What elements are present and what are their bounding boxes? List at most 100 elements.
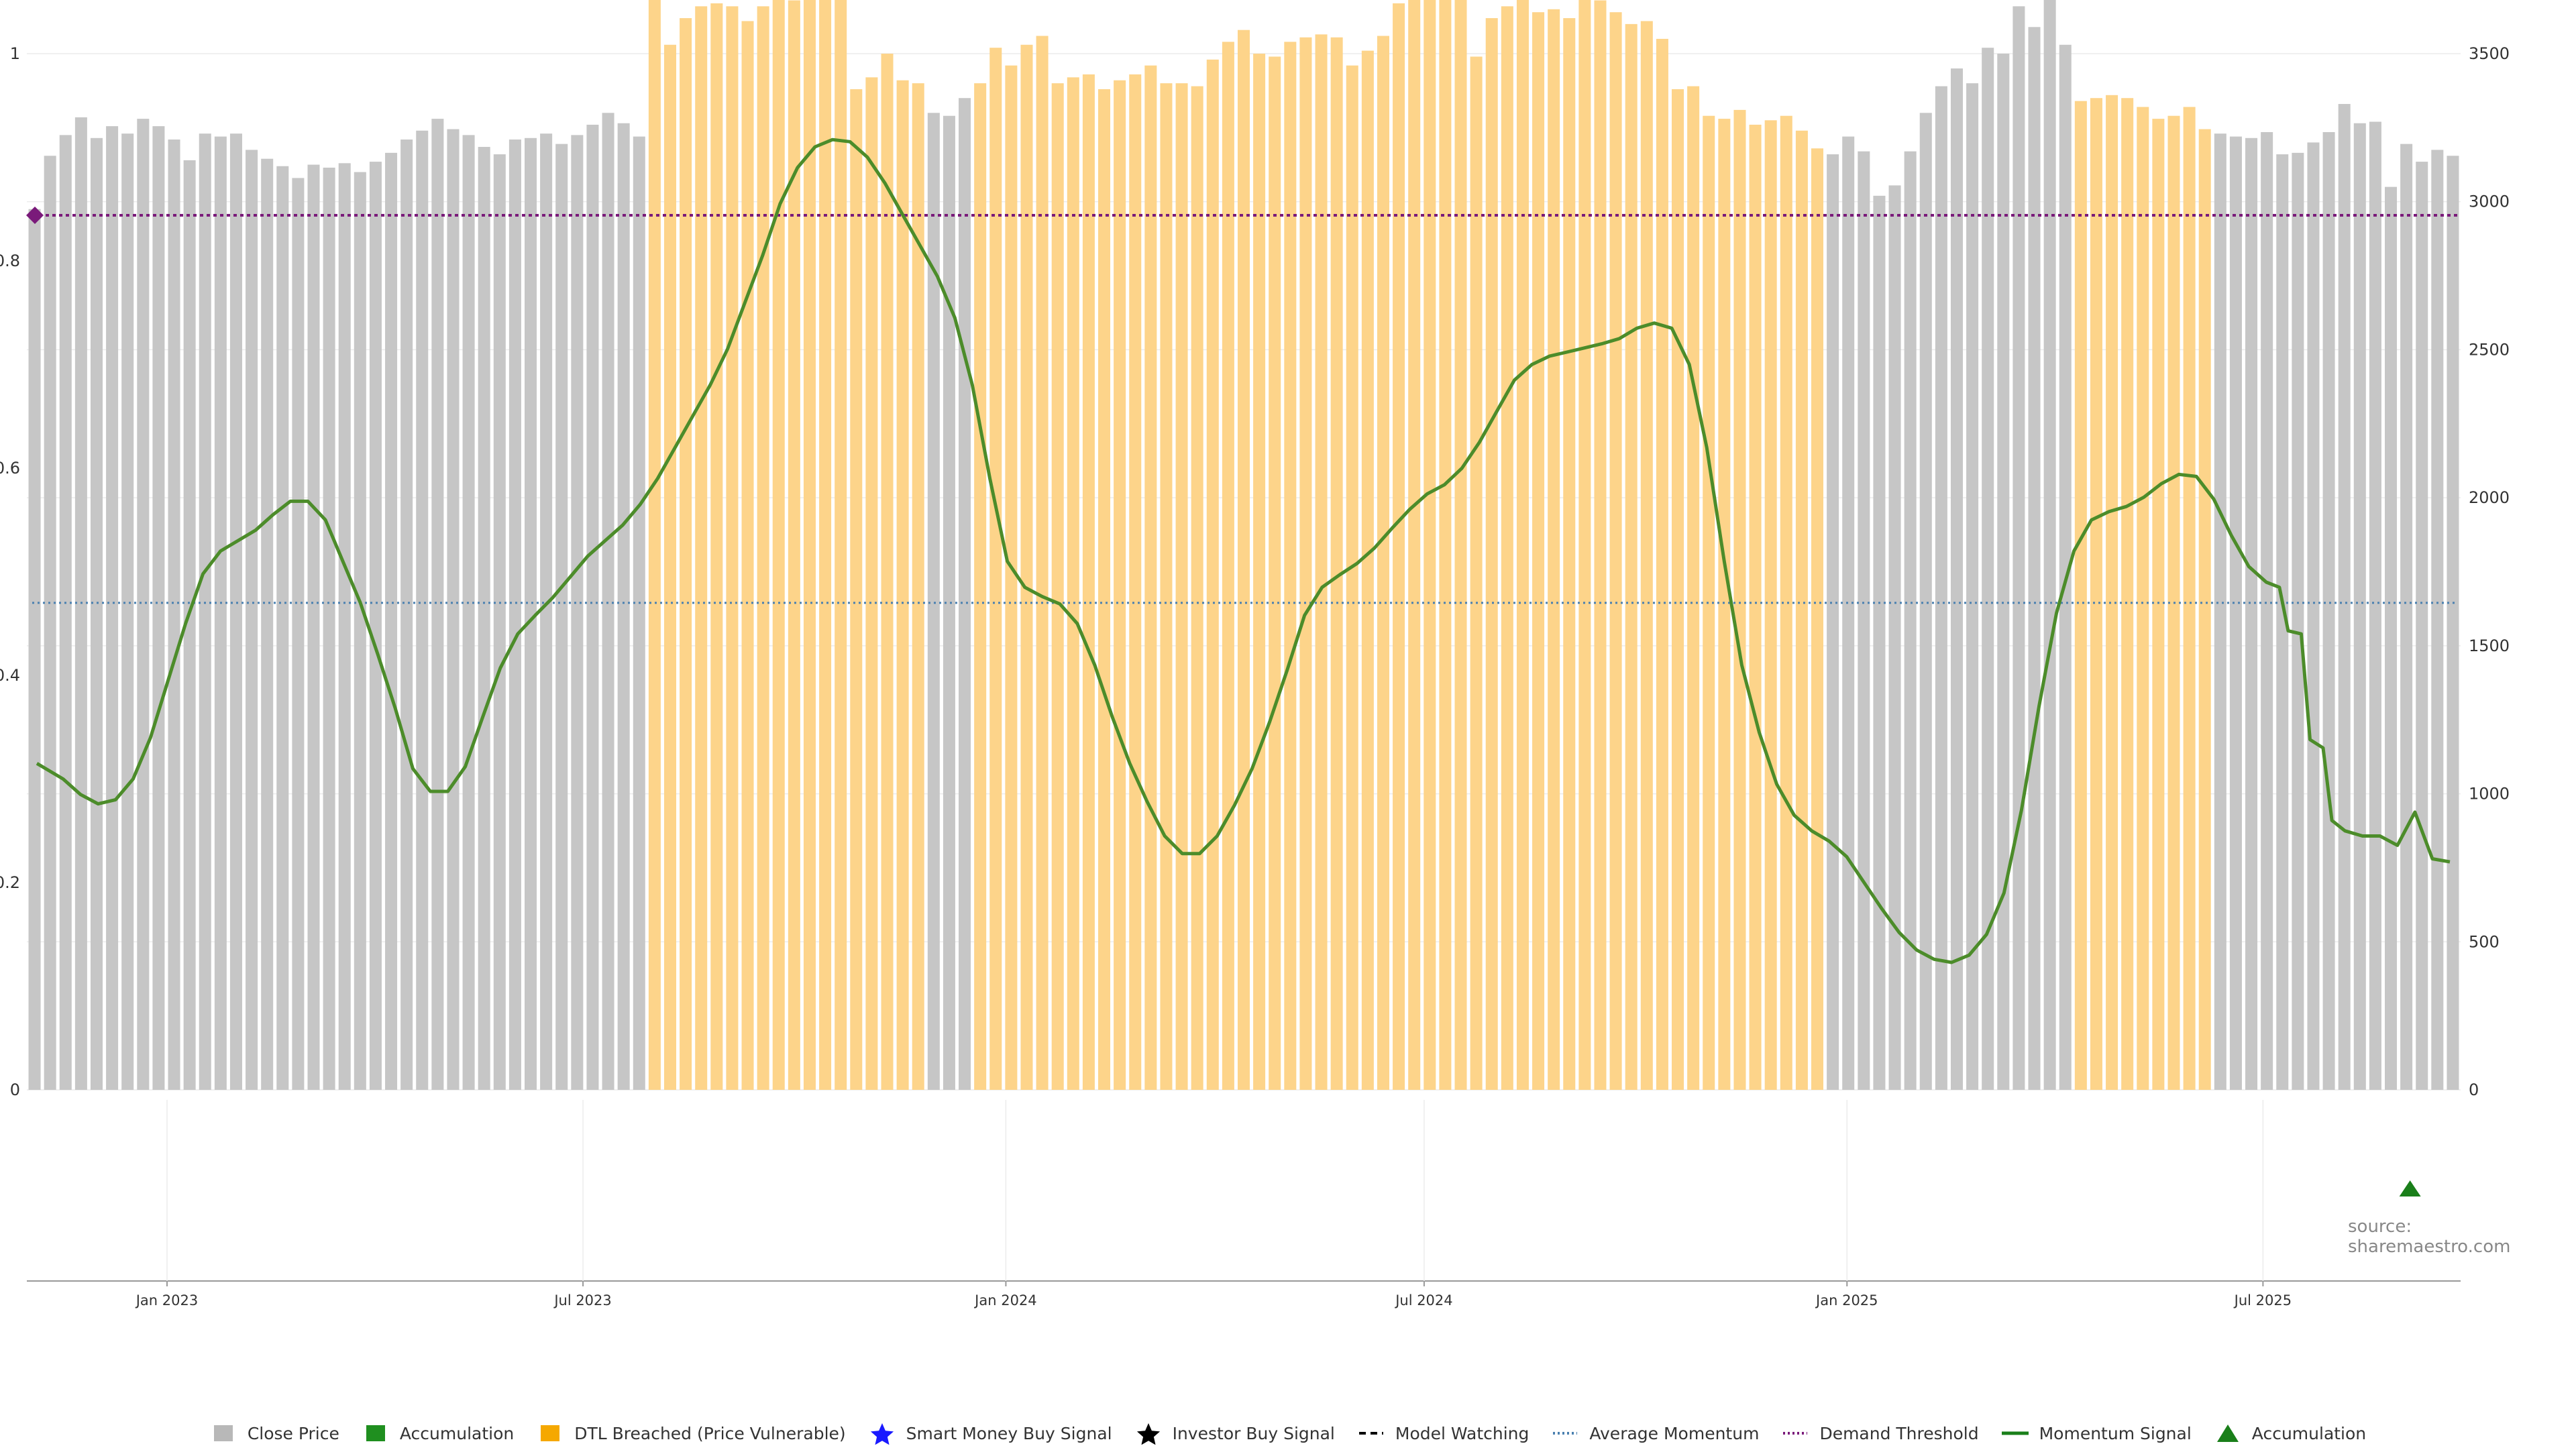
dtl-bar <box>1563 18 1576 1091</box>
close-price-bar <box>2059 44 2072 1091</box>
close-price-bar <box>633 136 645 1091</box>
close-price-bar <box>1904 151 1917 1091</box>
left-axis-tick: 0.6 <box>0 459 20 478</box>
dtl-bar <box>1780 115 1792 1091</box>
dtl-bar <box>757 6 769 1090</box>
close-price-bar <box>2229 136 2242 1091</box>
dtl-bar <box>1191 86 1203 1091</box>
legend-label: Accumulation <box>2251 1423 2367 1443</box>
dtl-bar <box>2183 107 2196 1090</box>
close-price-bar <box>44 156 56 1091</box>
close-price-bar <box>493 154 506 1091</box>
legend-star-icon <box>1136 1423 1160 1445</box>
close-price-bar <box>2416 162 2428 1090</box>
dtl-bar <box>1578 0 1591 1091</box>
close-price-bar <box>1858 151 1870 1091</box>
dtl-bar <box>1315 34 1328 1091</box>
dtl-bar <box>803 0 816 1091</box>
close-price-bar <box>1842 136 1855 1091</box>
close-price-bar <box>2043 0 2056 1091</box>
close-price-bar <box>1935 86 1947 1091</box>
close-price-bar <box>1982 48 1994 1091</box>
momentum-layer <box>36 137 2451 964</box>
right-axis-tick: 2500 <box>2469 340 2510 359</box>
dtl-bar <box>1206 59 1219 1090</box>
dtl-bar <box>881 54 894 1090</box>
legend-dash-icon <box>1358 1432 1383 1435</box>
close-price-bar <box>431 119 444 1091</box>
dtl-bar <box>1237 30 1250 1091</box>
close-price-bar <box>214 136 227 1091</box>
close-price-bar <box>2400 144 2413 1090</box>
legend-item: Demand Threshold <box>1782 1422 1979 1445</box>
close-price-bar <box>447 129 460 1090</box>
date-tick-label: Jan 2023 <box>135 1292 199 1308</box>
legend-item: Average Momentum <box>1552 1422 1759 1445</box>
dtl-bar <box>835 0 847 1091</box>
date-tick-label: Jan 2025 <box>1815 1292 1878 1308</box>
dtl-bar <box>989 48 1002 1091</box>
close-price-bar <box>1950 68 1963 1091</box>
dtl-bar <box>1656 38 1668 1090</box>
dtl-bar <box>896 80 909 1091</box>
dtl-bar <box>819 0 832 1090</box>
axes: 0 0.2 0.4 0.6 0.8 1 0 500 1000 1500 2000 2500 3000 35… <box>0 44 2510 1308</box>
legend-label: Smart Money Buy Signal <box>906 1423 1112 1443</box>
dtl-bar <box>1144 65 1157 1091</box>
close-price-bar <box>478 147 490 1090</box>
dtl-bar <box>974 83 987 1091</box>
close-price-bar <box>2261 131 2273 1091</box>
close-price-bar <box>90 137 103 1091</box>
legend-item: Accumulation <box>2214 1422 2366 1445</box>
close-price-bar <box>959 98 971 1091</box>
legend-item: DTL Breached (Price Vulnerable) <box>537 1422 846 1445</box>
dtl-bar <box>695 6 708 1090</box>
dtl-bar <box>1439 0 1452 1090</box>
close-price-bar <box>369 162 382 1090</box>
legend: Close Price Accumulation DTL Breached (Pri… <box>0 1416 2576 1450</box>
dtl-bar <box>1703 115 1715 1091</box>
reference-lines <box>26 207 2458 604</box>
dtl-bar <box>1408 0 1421 1090</box>
dtl-bar <box>2090 98 2102 1091</box>
dtl-bar <box>2106 95 2118 1090</box>
right-axis-tick: 1000 <box>2469 785 2510 803</box>
legend-item: Close Price <box>210 1422 339 1445</box>
dtl-bar <box>741 21 754 1090</box>
close-price-bar <box>1873 195 1886 1090</box>
dtl-bar <box>1454 0 1467 1091</box>
legend-triangle-icon <box>2216 1425 2239 1442</box>
dtl-bar <box>1051 83 1064 1091</box>
close-price-bar <box>400 140 413 1090</box>
close-price-bar <box>137 119 150 1091</box>
close-price-bar <box>2245 137 2258 1091</box>
dtl-bar <box>1594 0 1607 1091</box>
close-price-bar <box>617 123 630 1090</box>
dtl-bar <box>1346 65 1358 1091</box>
right-axis-tick: 2000 <box>2469 488 2510 507</box>
dtl-bar <box>2121 98 2134 1091</box>
close-price-bar <box>246 150 258 1091</box>
right-axis-tick: 0 <box>2469 1080 2479 1099</box>
legend-label: Close Price <box>247 1423 339 1443</box>
right-axis-tick: 3000 <box>2469 192 2510 211</box>
legend-label: Investor Buy Signal <box>1172 1423 1335 1443</box>
legend-label: Demand Threshold <box>1819 1423 1979 1443</box>
legend-square-icon <box>213 1425 233 1441</box>
dtl-bar <box>1020 44 1033 1091</box>
date-tick-label: Jul 2023 <box>553 1292 611 1308</box>
right-axis-tick: 3500 <box>2469 44 2510 63</box>
close-price-bar <box>59 135 72 1091</box>
close-price-bar <box>943 115 955 1091</box>
close-price-bar <box>261 158 274 1090</box>
dtl-bar <box>1361 50 1374 1091</box>
dtl-bar <box>680 18 692 1091</box>
dtl-bar <box>2198 129 2211 1090</box>
legend-item: Momentum Signal <box>2001 1422 2192 1445</box>
close-price-bar <box>292 178 305 1090</box>
legend-line-icon <box>2001 1431 2029 1435</box>
close-price-bar <box>152 126 165 1090</box>
accumulation-marker <box>2399 1180 2421 1196</box>
close-price-bar <box>1827 154 1839 1091</box>
close-price-bar <box>927 113 940 1090</box>
